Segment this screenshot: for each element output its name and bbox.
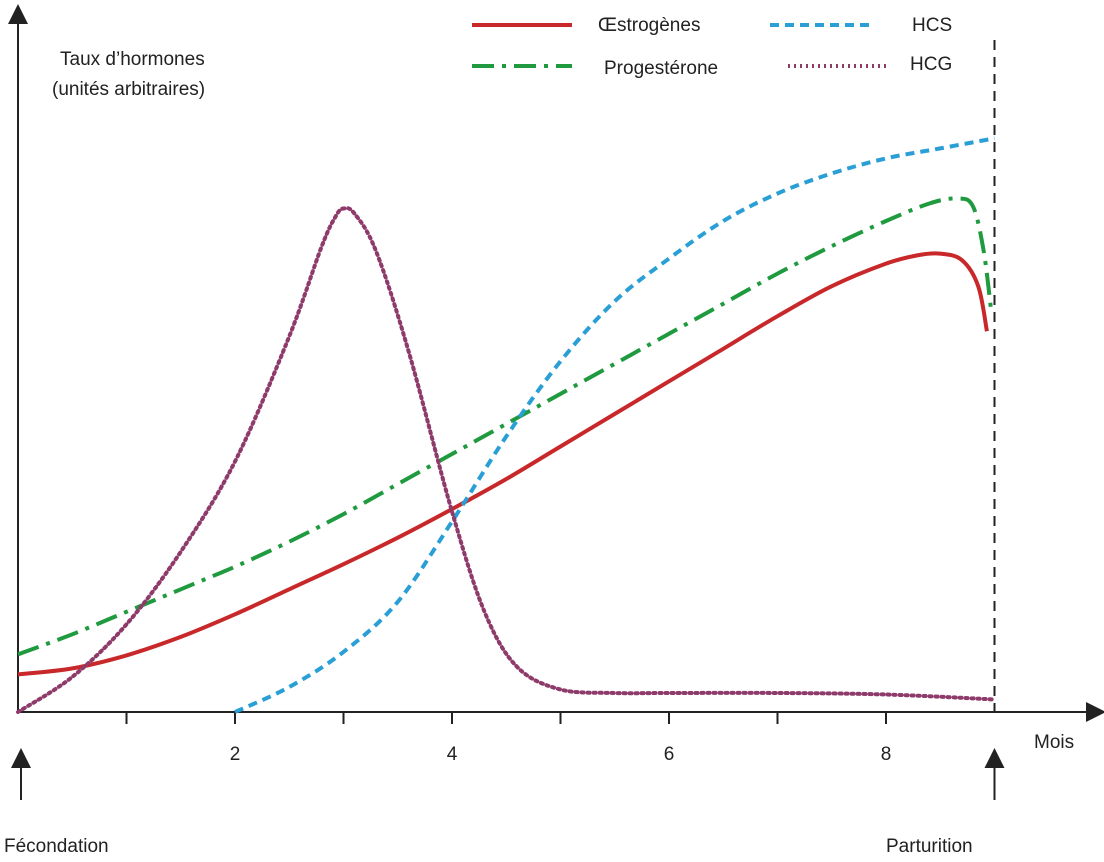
legend-label-oestrogenes: Œstrogènes [598, 15, 700, 36]
x-axis-ticks [125, 712, 887, 724]
y-axis-label-line2: (unités arbitraires) [52, 79, 205, 100]
x-tick-label: 8 [881, 744, 892, 765]
series-group [16, 136, 997, 714]
x-tick-label: 6 [664, 744, 675, 765]
x-tick-label: 2 [230, 744, 241, 765]
fecondation-label: Fécondation [4, 836, 109, 857]
legend-label-progesterone: Progestérone [604, 58, 718, 79]
series-line-1 [17, 196, 994, 657]
series-line-3 [16, 206, 997, 714]
series-line-2 [234, 136, 995, 714]
series-line-0 [17, 251, 989, 677]
legend: Œstrogènes Progestérone HCS HCG [472, 15, 952, 79]
legend-label-hcg: HCG [910, 54, 952, 75]
parturition-label: Parturition [886, 836, 973, 857]
x-tick-label: 4 [447, 744, 458, 765]
x-axis-label: Mois [1034, 732, 1074, 753]
x-axis-tick-labels: 2 4 6 8 [230, 744, 892, 765]
legend-label-hcs: HCS [912, 15, 952, 36]
y-axis-label-line1: Taux d’hormones [60, 49, 205, 70]
